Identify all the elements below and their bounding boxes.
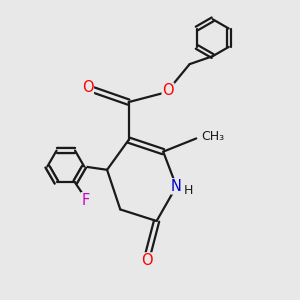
Text: H: H xyxy=(184,184,194,197)
Text: CH₃: CH₃ xyxy=(202,130,225,143)
Text: F: F xyxy=(81,193,89,208)
Text: O: O xyxy=(162,83,174,98)
Text: O: O xyxy=(82,80,93,95)
Text: O: O xyxy=(141,253,152,268)
Text: N: N xyxy=(171,179,182,194)
